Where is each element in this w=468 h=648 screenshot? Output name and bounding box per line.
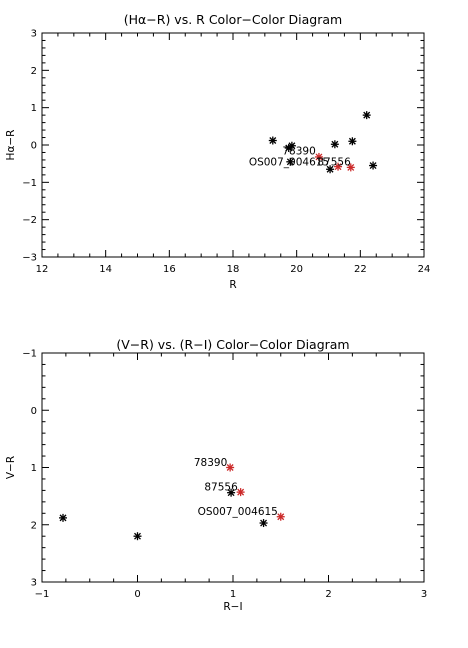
data-point (369, 161, 378, 170)
y-tick-label: 1 (31, 103, 37, 114)
data-point (276, 512, 285, 521)
y-tick-label: 3 (31, 29, 37, 40)
x-tick-label: 18 (227, 264, 240, 275)
data-point (326, 165, 335, 174)
y-tick-label: 2 (31, 520, 37, 531)
point-annotation: 87556 (204, 481, 238, 493)
data-point (348, 137, 357, 146)
data-point (268, 136, 277, 145)
y-tick-label: 0 (31, 141, 37, 152)
x-tick-label: 3 (421, 589, 427, 600)
y-axis-label: V−R (5, 456, 17, 479)
data-point (346, 163, 355, 172)
data-point (314, 152, 323, 161)
y-tick-label: 2 (31, 66, 37, 77)
point-annotation: OS007_004615 (249, 157, 329, 169)
y-axis-label: Hα−R (5, 130, 17, 161)
x-tick-label: 0 (134, 589, 140, 600)
data-point (236, 488, 245, 497)
data-point (287, 141, 296, 150)
x-tick-label: 24 (418, 264, 431, 275)
data-point (286, 157, 295, 166)
data-point (227, 488, 236, 497)
data-point (330, 140, 339, 149)
x-axis-label: R (229, 279, 236, 291)
y-tick-label: −1 (22, 349, 37, 360)
data-point (59, 513, 68, 522)
x-tick-label: 2 (325, 589, 331, 600)
y-tick-label: 3 (31, 578, 37, 589)
x-tick-label: 22 (354, 264, 367, 275)
y-tick-label: 1 (31, 463, 37, 474)
point-annotation: 78390 (282, 145, 315, 157)
x-tick-label: 1 (230, 589, 236, 600)
data-point (334, 162, 343, 171)
x-tick-label: 20 (290, 264, 303, 275)
point-annotation: OS007_004615 (198, 506, 278, 518)
x-axis-label: R−I (223, 601, 242, 613)
chart-title: (V−R) vs. (R−I) Color−Color Diagram (116, 337, 349, 352)
y-tick-label: −2 (22, 215, 37, 226)
data-point (226, 463, 235, 472)
x-tick-label: 14 (99, 264, 112, 275)
x-tick-label: −1 (35, 589, 50, 600)
chart-title: (Hα−R) vs. R Color−Color Diagram (124, 12, 342, 27)
x-tick-label: 12 (36, 264, 49, 275)
data-point (362, 111, 371, 120)
data-point (133, 532, 142, 541)
y-tick-label: 0 (31, 406, 37, 417)
y-tick-label: −1 (22, 178, 37, 189)
x-tick-label: 16 (163, 264, 176, 275)
point-annotation: 87556 (317, 157, 351, 169)
data-point (259, 519, 268, 528)
y-tick-label: −3 (22, 253, 37, 264)
point-annotation: 78390 (194, 457, 227, 469)
